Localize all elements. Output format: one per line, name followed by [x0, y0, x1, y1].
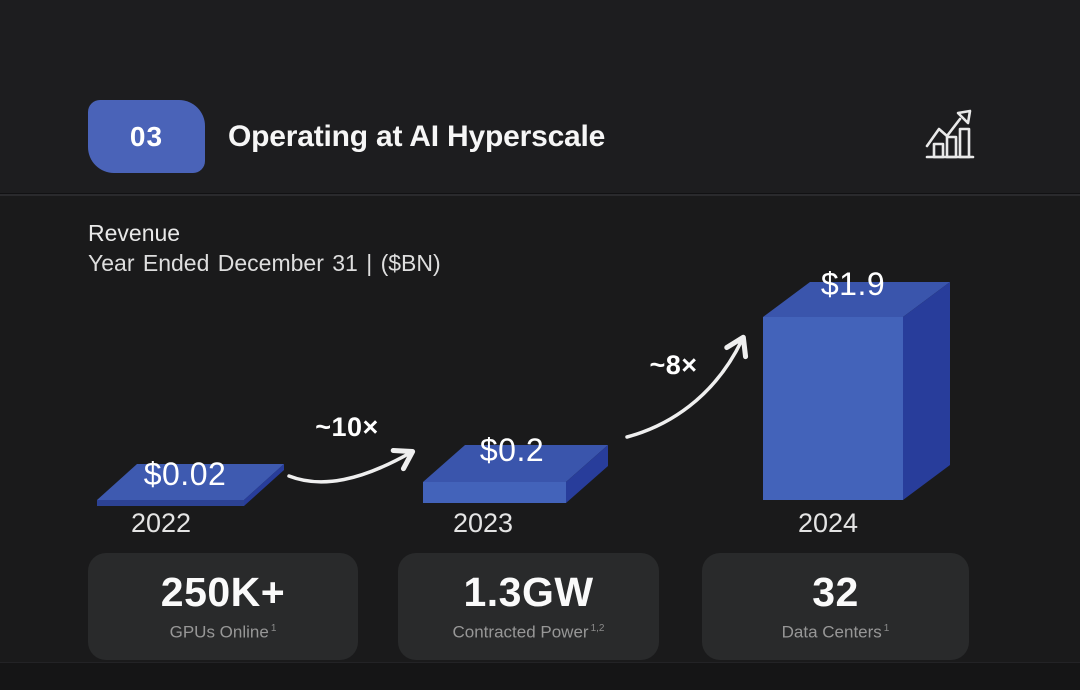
year-label-2022: 2022 — [130, 508, 192, 538]
stat-card-power: 1.3GW Contracted Power 1,2 — [398, 553, 659, 660]
section-number-badge: 03 — [88, 100, 205, 173]
revenue-label: Revenue — [88, 220, 181, 246]
header-divider — [0, 193, 1080, 194]
stat-card-gpus: 250K+ GPUs Online 1 — [88, 553, 358, 660]
header-divider-highlight — [0, 194, 1080, 196]
stat-card-datacenters: 32 Data Centers 1 — [702, 553, 969, 660]
chart-subtitle-block: Revenue Year Ended December 31 | ($BN) — [88, 218, 441, 278]
stat-value: 1.3GW — [463, 569, 594, 616]
stat-footnote: 1,2 — [590, 623, 605, 635]
bottom-strip — [0, 662, 1080, 690]
stat-footnote: 1 — [270, 623, 277, 635]
bar-2024 — [763, 282, 950, 500]
section-number: 03 — [129, 120, 164, 152]
value-label-2024: $1.9 — [820, 266, 886, 302]
stat-label: Data Centers 1 — [781, 622, 890, 642]
stat-label: GPUs Online 1 — [169, 622, 277, 642]
value-label-2022: $0.02 — [143, 456, 227, 492]
year-label-2024: 2024 — [797, 508, 859, 538]
bar-2023 — [423, 445, 608, 503]
stat-label: Contracted Power 1,2 — [452, 622, 605, 642]
growth-arrow-2022-2023 — [287, 447, 416, 484]
revenue-period-label: Year Ended December 31 | ($BN) — [88, 250, 441, 276]
stat-value: 32 — [812, 569, 859, 616]
growth-chart-icon — [925, 109, 975, 159]
stat-value: 250K+ — [160, 569, 286, 616]
year-label-2023: 2023 — [452, 508, 514, 538]
value-label-2023: $0.2 — [479, 432, 545, 468]
growth-label-8x: ~8× — [649, 350, 698, 380]
stat-footnote: 1 — [883, 623, 890, 635]
page-title: Operating at AI Hyperscale — [228, 119, 606, 153]
bar-2022 — [97, 464, 284, 506]
growth-arrow-2023-2024 — [625, 334, 749, 439]
growth-label-10x: ~10× — [315, 412, 379, 442]
